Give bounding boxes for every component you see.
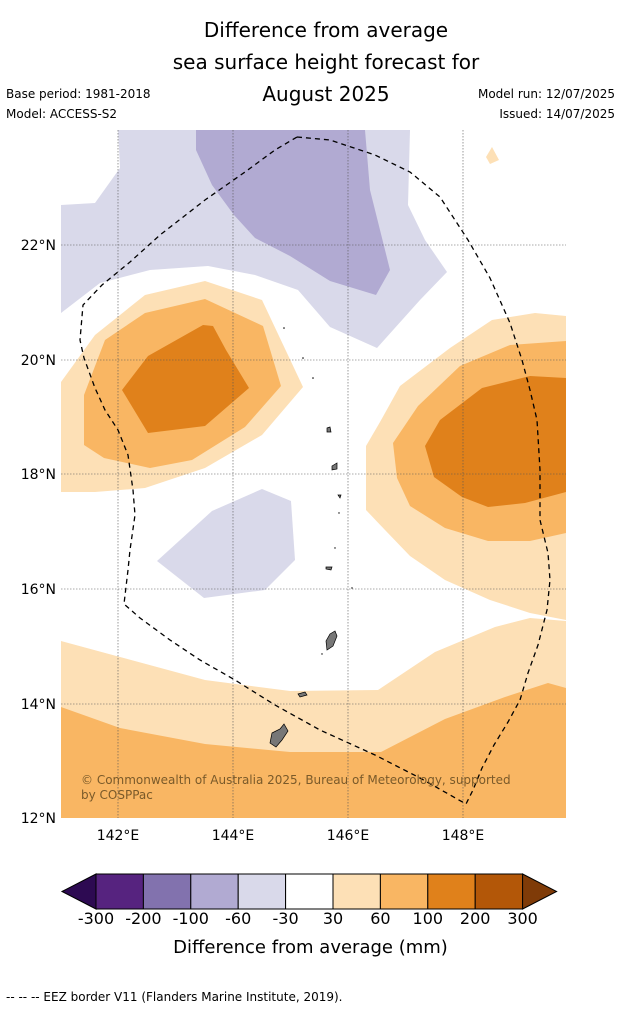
island-guam xyxy=(269,723,289,748)
island-3 xyxy=(337,494,342,499)
contour-negative-central xyxy=(157,489,295,598)
colorbar-tick-label: -60 xyxy=(225,909,252,928)
island-saipan xyxy=(325,630,338,651)
islet-7 xyxy=(321,653,323,655)
copyright-line-1: © Commonwealth of Australia 2025, Bureau… xyxy=(81,773,511,787)
base-period: Base period: 1981-2018 xyxy=(6,87,151,101)
islet-2 xyxy=(302,357,304,359)
issued-date: Issued: 14/07/2025 xyxy=(499,107,615,121)
island-4 xyxy=(325,566,333,571)
colorbar-tick-label: -30 xyxy=(272,909,299,928)
colorbar-segment xyxy=(427,873,476,910)
colorbar-tick-label: 100 xyxy=(412,909,444,928)
colorbar-segment xyxy=(95,873,144,910)
colorbar-tick-label: 30 xyxy=(322,909,344,928)
colorbar-tick-label: -100 xyxy=(172,909,209,928)
colorbar-segment xyxy=(474,873,524,910)
island-2 xyxy=(331,462,338,471)
colorbar-segment xyxy=(142,873,192,910)
title-line-1: Difference from average xyxy=(203,18,449,42)
islets xyxy=(283,327,353,655)
title-line-3: August 2025 xyxy=(262,82,390,106)
lat-label-22n: 22°N xyxy=(21,238,56,254)
lat-label-20n: 20°N xyxy=(21,353,56,369)
copyright-line-2: by COSPPac xyxy=(81,788,153,802)
lat-label-18n: 18°N xyxy=(21,467,56,483)
contour-positive-west-3 xyxy=(122,325,249,433)
colorbar-segment xyxy=(379,873,429,910)
islands xyxy=(269,426,342,748)
lat-label-16n: 16°N xyxy=(21,582,56,598)
islet-4 xyxy=(338,512,340,514)
lon-label-142e: 142°E xyxy=(97,828,140,844)
islet-1 xyxy=(283,327,285,329)
colorbar-segment xyxy=(190,873,239,910)
colorbar-segment xyxy=(332,873,381,910)
lon-label-148e: 148°E xyxy=(442,828,485,844)
chart-title: Difference from average sea surface heig… xyxy=(0,14,621,110)
colorbar-tick-label: -300 xyxy=(77,909,115,928)
colorbar-title: Difference from average (mm) xyxy=(173,937,448,958)
map-plot-area: © Commonwealth of Australia 2025, Bureau… xyxy=(61,130,566,818)
colorbar xyxy=(60,873,558,910)
island-1 xyxy=(326,426,332,433)
model-run: Model run: 12/07/2025 xyxy=(477,87,615,101)
colorbar-tick-label: 60 xyxy=(370,909,391,928)
contour-positive-small xyxy=(486,147,499,164)
eez-footnote: -- -- -- EEZ border V11 (Flanders Marine… xyxy=(6,990,343,1004)
colorbar-tick-label: 300 xyxy=(507,909,538,928)
colorbar-segment xyxy=(237,873,287,910)
colorbar-extend-low xyxy=(60,873,97,910)
islet-3 xyxy=(312,377,314,379)
lat-label-12n: 12°N xyxy=(21,811,56,827)
longitude-labels: 142°E 144°E 146°E 148°E xyxy=(97,828,485,844)
model-name: Model: ACCESS-S2 xyxy=(6,107,118,121)
eez-border xyxy=(79,136,551,805)
colorbar-tick-label: -200 xyxy=(125,909,162,928)
lat-label-14n: 14°N xyxy=(21,697,56,713)
lon-label-146e: 146°E xyxy=(327,828,370,844)
colorbar-extend-high xyxy=(522,873,558,910)
colorbar-tick-label: 200 xyxy=(459,909,491,928)
title-line-2: sea surface height forecast for xyxy=(172,50,480,74)
colorbar-segment xyxy=(285,873,334,910)
contour-negative-medium xyxy=(196,130,390,295)
islet-6 xyxy=(351,587,353,589)
contour-positive-south-2 xyxy=(61,683,566,818)
island-5 xyxy=(297,691,308,698)
latitude-labels: 22°N 20°N 18°N 16°N 14°N 12°N xyxy=(21,238,56,827)
lon-label-144e: 144°E xyxy=(212,828,255,844)
islet-5 xyxy=(334,547,336,549)
gridlines xyxy=(61,130,566,818)
